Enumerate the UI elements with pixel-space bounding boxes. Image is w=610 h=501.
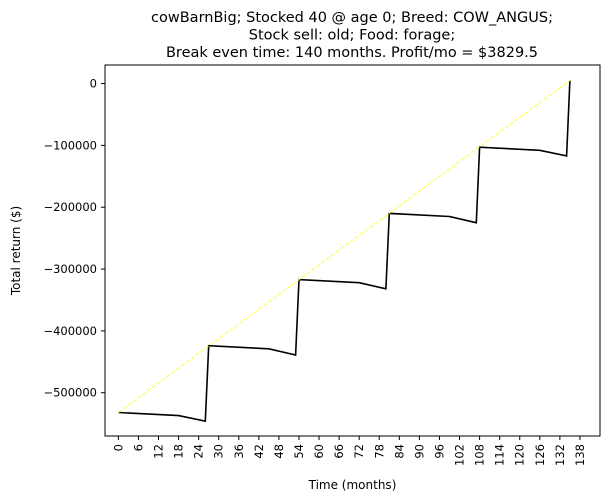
- x-tick-label: 120: [513, 444, 527, 466]
- x-tick-label: 108: [473, 444, 487, 466]
- chart-title-line: Stock sell: old; Food: forage;: [249, 28, 455, 44]
- x-tick-label: 6: [131, 444, 145, 451]
- y-tick-label: −400000: [43, 324, 97, 338]
- x-tick-label: 60: [312, 444, 326, 459]
- x-tick-label: 0: [111, 444, 125, 451]
- x-tick-label: 90: [412, 444, 426, 459]
- x-tick-label: 126: [533, 444, 547, 466]
- y-axis: 0 −100000 −200000 −300000 −400000 −500000: [43, 77, 105, 400]
- series-group: [118, 80, 571, 423]
- x-tick-label: 24: [192, 444, 206, 459]
- x-tick-label: 36: [232, 444, 246, 459]
- x-tick-label: 132: [553, 444, 567, 466]
- x-tick-label: 114: [493, 444, 507, 466]
- x-tick-label: 78: [372, 444, 386, 459]
- break-even-line: [118, 80, 571, 413]
- y-tick-label: −500000: [43, 386, 97, 400]
- y-axis-label: Total return ($): [9, 206, 23, 296]
- x-tick-label: 42: [252, 444, 266, 459]
- x-tick-label: 102: [453, 444, 467, 466]
- y-tick-label: −300000: [43, 262, 97, 276]
- x-tick-label: 18: [172, 444, 186, 459]
- plot-area: [104, 64, 601, 437]
- x-tick-label: 12: [152, 444, 166, 459]
- total-return-line: [118, 80, 571, 423]
- x-tick-label: 72: [352, 444, 366, 459]
- x-tick-label: 96: [432, 444, 446, 459]
- x-axis: 0 6 12 18 24 30 36 42 48 54 60 66 72 78 84 90 96 102 108 11…: [111, 436, 587, 466]
- y-tick-label: −200000: [43, 200, 97, 214]
- y-tick-label: −100000: [43, 138, 97, 152]
- x-tick-label: 48: [272, 444, 286, 459]
- y-tick-label: 0: [90, 77, 97, 91]
- chart-title-line: cowBarnBig; Stocked 40 @ age 0; Breed: C…: [151, 10, 553, 26]
- chart-title: cowBarnBig; Stocked 40 @ age 0; Breed: C…: [151, 10, 553, 61]
- x-tick-label: 138: [573, 444, 587, 466]
- x-tick-label: 30: [212, 444, 226, 459]
- chart-title-line: Break even time: 140 months. Profit/mo =…: [166, 45, 538, 61]
- x-tick-label: 84: [392, 444, 406, 459]
- x-axis-label: Time (months): [308, 478, 397, 492]
- x-tick-label: 54: [292, 444, 306, 459]
- x-tick-label: 66: [332, 444, 346, 459]
